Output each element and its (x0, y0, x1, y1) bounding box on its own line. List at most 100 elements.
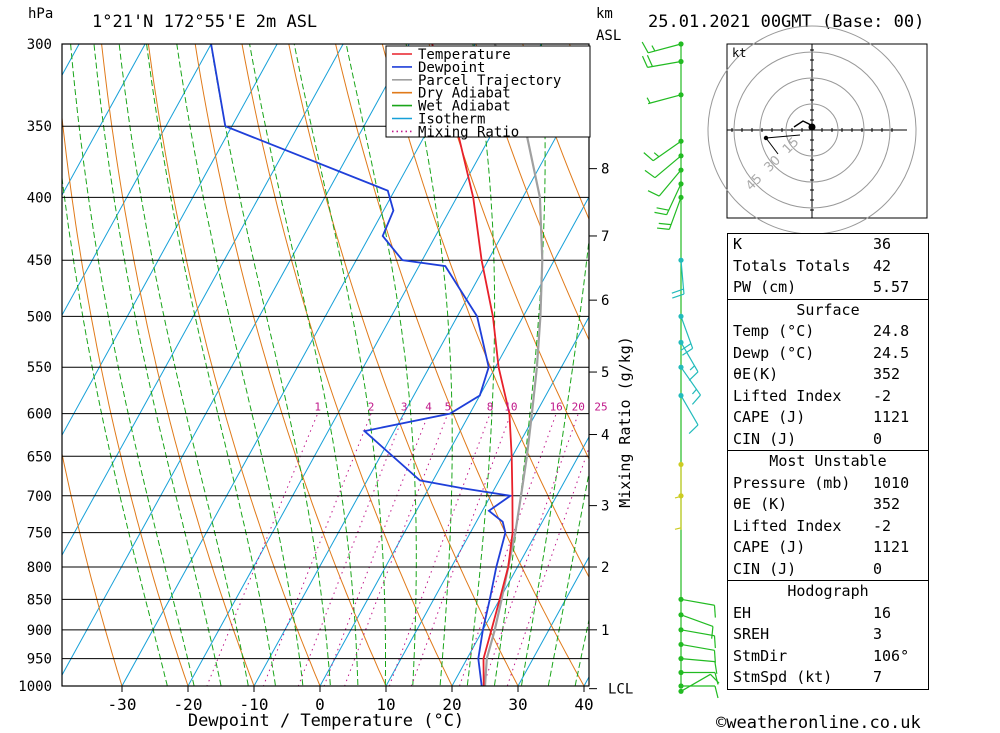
wind-barbs (641, 41, 720, 699)
stat-value: 0 (873, 429, 883, 448)
wind-barb (678, 669, 719, 685)
wind-barb (678, 596, 716, 618)
pressure-tick-label: 600 (27, 407, 52, 423)
profile-series (210, 44, 544, 686)
legend-entry: Temperature (418, 47, 511, 63)
dry-adiabat-line (981, 0, 1000, 712)
pressure-tick-label: 450 (27, 253, 52, 269)
dry-adiabat-line (522, 44, 589, 221)
hodograph-unit-label: kt (732, 46, 746, 60)
wind-barb (674, 461, 684, 499)
isotherm-line (451, 435, 589, 686)
hodograph-ring (759, 77, 865, 183)
asl-label: ASL (596, 28, 621, 44)
mixing-ratio-label: 8 (487, 401, 494, 414)
legend-entry: Parcel Trajectory (418, 73, 561, 89)
wet-adiabat-line (520, 235, 589, 686)
wind-barb (643, 138, 684, 162)
stat-value: 7 (873, 668, 883, 686)
stat-row: StmSpd (kt) 7 (728, 667, 928, 689)
pressure-tick-label: 550 (27, 360, 52, 376)
stats-table: K 36 Totals Totals 42 PW (cm) 5.57 Surface Te… (727, 233, 929, 690)
stat-key: Lifted Index (733, 516, 842, 535)
stat-value: -2 (873, 386, 892, 405)
dry-adiabat-line (475, 44, 589, 342)
height-tick-label: 1 (601, 623, 609, 639)
stat-row: CIN (J) 0 (728, 429, 928, 451)
stat-key: θE (K) (733, 495, 788, 513)
height-tick-label: 4 (601, 428, 609, 444)
stat-key: StmDir (733, 646, 788, 665)
x-tick-label: 30 (508, 695, 527, 714)
legend-box (385, 45, 591, 138)
stat-key: Pressure (mb) (733, 473, 851, 492)
stat-row: Temp (°C) 24.8 (728, 321, 928, 343)
stat-key: CAPE (J) (733, 408, 806, 426)
wind-barb (678, 673, 720, 694)
isotherm-line (62, 44, 278, 437)
wind-barb (647, 167, 684, 197)
stat-row: EH 16 (728, 603, 928, 625)
height-tick-label: 2 (601, 560, 609, 576)
mixing-ratio-label: 1 (314, 401, 321, 414)
pressure-tick-label: 800 (27, 560, 52, 576)
height-tick-label: LCL (608, 682, 633, 698)
isotherm-line (517, 555, 589, 686)
wind-barb (644, 153, 684, 179)
wind-barb (678, 364, 701, 405)
isotherm-line (0, 0, 1, 712)
wet-adiabat-line (547, 470, 589, 686)
stat-row: CIN (J) 0 (728, 559, 928, 581)
dewpoint-line (210, 44, 513, 686)
pressure-tick-label: 900 (27, 623, 52, 639)
x-axis-label: Dewpoint / Temperature (°C) (188, 711, 464, 731)
wind-barb (641, 41, 684, 54)
stat-key: StmSpd (kt) (733, 668, 833, 686)
stat-row: K 36 (728, 234, 928, 256)
mixing-ratio-label: 16 (550, 401, 563, 414)
isotherm-line (319, 195, 589, 686)
surface-section: Surface Temp (°C) 24.8 Dewp (°C) 24.5 θE(K) 3… (728, 298, 928, 451)
mixing-ratio-label: 3 (401, 401, 408, 414)
stat-value: 5.57 (873, 278, 910, 296)
stat-value: 352 (873, 495, 901, 513)
stat-value: 0 (873, 559, 883, 578)
wind-barb (678, 656, 718, 674)
x-tick-label: 10 (376, 695, 395, 714)
most-unstable-title: Most Unstable (769, 452, 887, 470)
surface-title: Surface (796, 300, 860, 319)
wind-barb (678, 627, 716, 649)
mixing-ratio-label: 10 (504, 401, 517, 414)
wind-barb (674, 493, 684, 530)
height-tick-label: 7 (601, 229, 609, 245)
hodograph-stats-section: Hodograph EH 16 SREH 3 StmDir 106° StmSpd (kt)… (728, 580, 928, 689)
stat-row: θE(K) 352 (728, 364, 928, 386)
mixing-ratio-line (506, 446, 589, 686)
x-tick-label: -30 (108, 695, 137, 714)
legend-entry: Dry Adiabat (418, 86, 511, 102)
wind-barb (678, 392, 699, 435)
wind-barb (678, 313, 694, 356)
hodograph-stats-title: Hodograph (787, 582, 869, 600)
pressure-tick-label: 500 (27, 309, 52, 325)
hodograph-ring (785, 103, 839, 157)
wind-barb (641, 54, 684, 68)
stat-row: CAPE (J) 1121 (728, 537, 928, 559)
wet-adiabat-line (146, 44, 277, 686)
stat-value: 16 (873, 603, 892, 622)
pressure-tick-label: 350 (27, 119, 52, 135)
stat-key: Lifted Index (733, 386, 842, 405)
stat-key: K (733, 235, 743, 253)
stat-row: Lifted Index -2 (728, 516, 928, 538)
stat-row: Lifted Index -2 (728, 386, 928, 408)
x-tick-label: -10 (240, 695, 269, 714)
stat-value: 1121 (873, 408, 910, 426)
mixing-ratio-axis-label: Mixing Ratio (g/kg) (616, 336, 634, 508)
height-axis-ticks: 8 7 6 5 4 3 2 1 LCL (589, 162, 633, 698)
hodograph-end-dot (808, 123, 816, 131)
height-tick-label: 3 (601, 499, 609, 515)
hodograph-ring (733, 51, 891, 209)
wet-adiabat-line (574, 617, 589, 686)
km-label: km (596, 6, 613, 22)
